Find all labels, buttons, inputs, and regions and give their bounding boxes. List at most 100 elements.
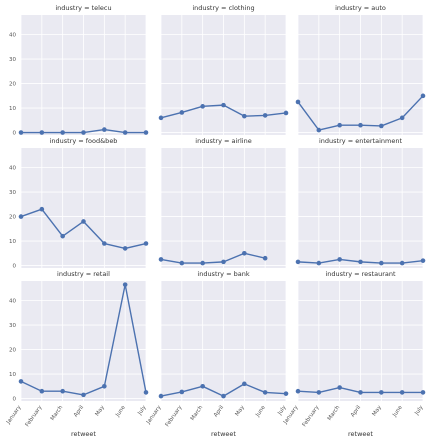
facet-title: industry = retail <box>57 270 110 278</box>
y-tick-label: 10 <box>9 106 16 112</box>
x-tick-label: July <box>136 404 148 417</box>
data-point <box>39 130 45 135</box>
data-point <box>179 110 185 115</box>
data-point <box>18 214 24 219</box>
data-point <box>242 251 247 256</box>
data-point <box>81 392 86 398</box>
y-tick-label: 10 <box>9 239 16 245</box>
data-point <box>179 389 185 395</box>
data-point <box>60 130 65 135</box>
x-tick-label: February <box>302 404 321 428</box>
facet-title: industry = restaurant <box>325 270 396 278</box>
data-point <box>221 259 226 265</box>
data-point <box>379 390 384 395</box>
facet-title: industry = entertainment <box>319 137 402 145</box>
data-point <box>81 219 86 224</box>
facet-panel: industry = auto <box>295 4 426 135</box>
data-point <box>81 130 86 135</box>
x-axis-label: retweet <box>348 430 373 438</box>
data-point <box>122 282 128 287</box>
y-tick-label: 40 <box>9 299 16 305</box>
data-point <box>399 260 405 266</box>
data-point <box>295 99 301 105</box>
data-point <box>379 123 384 129</box>
data-point <box>200 384 205 389</box>
data-point <box>102 241 107 246</box>
data-point <box>379 260 384 266</box>
y-tick-label: 40 <box>9 33 16 39</box>
data-point <box>242 113 247 119</box>
data-point <box>200 260 205 266</box>
data-point <box>60 233 65 239</box>
data-point <box>337 122 342 128</box>
data-point <box>242 381 247 387</box>
x-tick-label: May <box>372 404 384 417</box>
x-tick-label: May <box>95 404 107 417</box>
data-point <box>262 390 268 395</box>
x-tick-label: April <box>213 404 225 418</box>
facet-title: industry = airline <box>195 137 251 145</box>
y-tick-label: 30 <box>9 323 16 329</box>
data-point <box>143 241 149 246</box>
data-point <box>283 391 289 396</box>
data-point <box>337 385 342 390</box>
x-tick-label: May <box>235 404 247 417</box>
data-point <box>102 127 107 132</box>
facet-title: industry = telecu <box>55 4 111 12</box>
data-point <box>262 113 268 118</box>
y-tick-label: 0 <box>13 397 17 403</box>
facet-title: industry = clothing <box>192 4 254 12</box>
x-tick-label: June <box>254 404 267 419</box>
y-tick-label: 20 <box>9 82 16 88</box>
x-tick-label: March <box>50 404 65 422</box>
data-point <box>399 390 405 395</box>
facet-panel: industry = entertainment <box>295 137 426 268</box>
data-point <box>18 130 24 135</box>
x-tick-label: June <box>391 404 404 419</box>
data-point <box>39 206 45 212</box>
data-point <box>283 110 289 116</box>
x-axis-label: retweet <box>71 430 96 438</box>
data-point <box>262 255 268 261</box>
data-point <box>316 260 322 266</box>
data-point <box>295 259 301 265</box>
facet-panel: industry = clothing <box>158 4 289 135</box>
facet-panel: industry = food&beb 0 10 20 30 40 <box>9 137 149 270</box>
x-tick-label: March <box>190 404 205 422</box>
x-tick-label: June <box>114 404 127 419</box>
data-point <box>420 390 426 395</box>
data-point <box>60 388 65 394</box>
y-tick-label: 0 <box>13 131 17 137</box>
y-tick-label: 20 <box>9 348 16 354</box>
x-tick-label: July <box>276 404 288 417</box>
data-point <box>420 258 426 263</box>
data-point <box>295 388 301 394</box>
data-point <box>143 390 149 395</box>
data-point <box>420 93 426 99</box>
x-tick-label: April <box>73 404 85 418</box>
data-point <box>337 257 342 262</box>
facet-title: industry = food&beb <box>50 137 118 145</box>
y-tick-label: 20 <box>9 215 16 221</box>
y-tick-label: 30 <box>9 57 16 63</box>
facet-panel: industry = bank January February March April… <box>145 270 289 438</box>
data-point <box>18 379 24 384</box>
data-point <box>221 102 226 108</box>
series-line <box>160 252 266 264</box>
data-point <box>179 260 185 266</box>
data-point <box>316 390 322 395</box>
data-point <box>200 104 205 109</box>
data-point <box>221 393 226 399</box>
facet-panel: industry = telecu 0 10 20 30 40 <box>9 4 149 137</box>
data-point <box>102 384 107 389</box>
x-tick-label: January <box>145 404 163 426</box>
x-tick-label: February <box>165 404 184 428</box>
x-tick-label: April <box>350 404 362 418</box>
y-tick-label: 30 <box>9 190 16 196</box>
data-point <box>143 130 149 135</box>
data-point <box>316 127 322 133</box>
x-tick-label: January <box>5 404 23 426</box>
data-point <box>158 115 164 121</box>
